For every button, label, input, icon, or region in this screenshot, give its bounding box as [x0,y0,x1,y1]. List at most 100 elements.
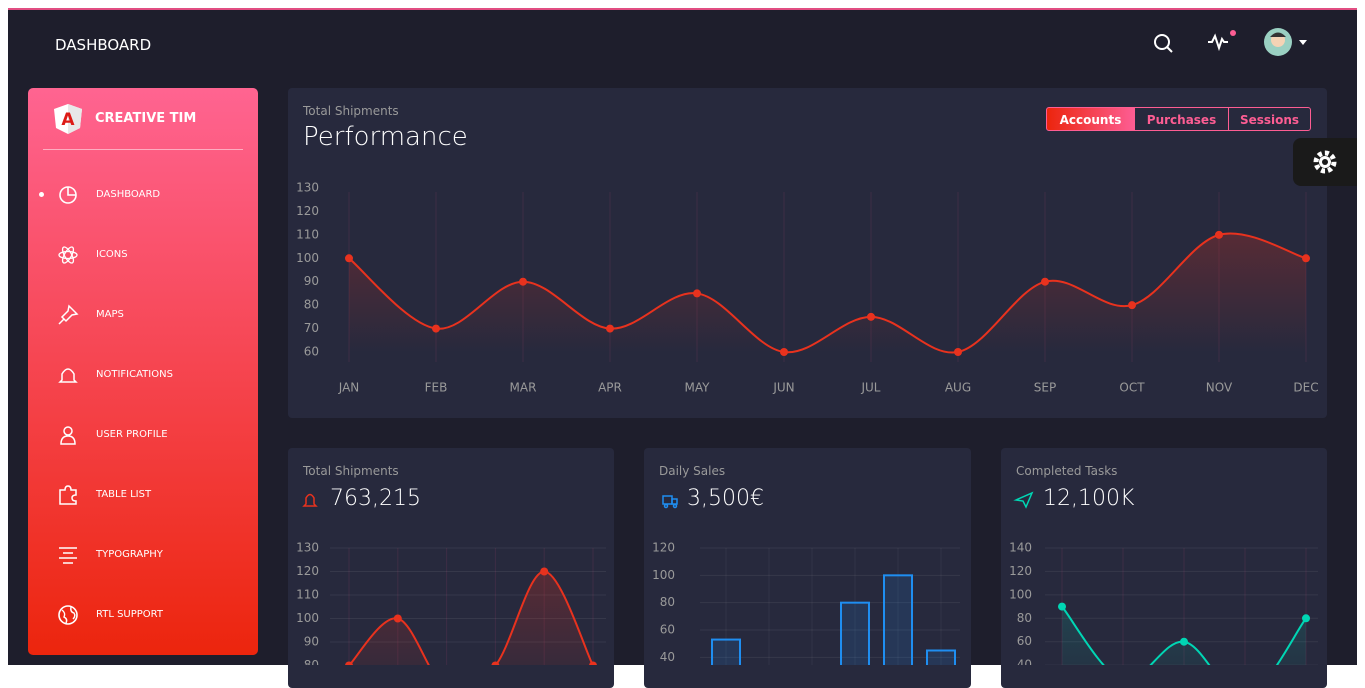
toggle-button[interactable]: Sessions [1228,107,1311,131]
point [519,277,527,286]
area [349,233,1306,353]
point [1215,230,1223,239]
y-tick-label: 60 [1017,634,1032,648]
nav-item[interactable]: RTL SUPPORT [96,609,164,620]
y-tick-label: 120 [296,564,319,578]
page: DASHBOARD A CREATIVE TIM DASHBOARD ICONS M… [8,8,1357,688]
brand-name[interactable]: CREATIVE TIM [95,111,197,126]
avatar[interactable] [1264,28,1307,56]
x-tick-label: JAN [338,381,360,395]
point [540,567,549,576]
nav-icon [58,368,78,383]
nav-icon [59,485,77,505]
nav-icon [58,605,78,625]
bar [883,574,913,665]
performance-card [288,88,1327,418]
y-tick-label: 100 [296,611,319,625]
point [1058,602,1066,611]
y-tick-label: 40 [660,650,675,664]
x-tick-label: OCT [1119,381,1145,395]
nav-icon [59,547,77,564]
x-tick-label: FEB [425,381,448,395]
nav-icon [60,426,76,445]
divider [43,149,243,150]
card-title: 12,100K [1043,486,1135,511]
point [1302,614,1310,623]
nav-item[interactable]: DASHBOARD [96,189,161,200]
y-tick-label: 60 [660,623,675,637]
y-tick-label: 100 [652,568,675,582]
y-tick-label: 90 [304,274,319,288]
point [393,614,402,623]
y-tick-label: 130 [296,181,319,195]
svg-text:A: A [61,110,75,130]
card-subtitle: Total Shipments [303,104,399,118]
x-tick-label: JUN [772,381,794,395]
nav-item[interactable]: NOTIFICATIONS [96,369,173,380]
x-tick-label: AUG [945,381,971,395]
x-tick-label: JUL [860,381,880,395]
nav-icon [59,186,77,204]
header-icons [1154,28,1307,56]
y-tick-label: 110 [296,227,319,241]
point [1302,254,1310,263]
bar [840,601,870,665]
point [589,661,597,665]
nav-item[interactable]: MAPS [96,309,124,320]
y-tick-label: 120 [296,204,319,218]
area [349,571,593,665]
point [491,661,500,665]
y-tick-label: 120 [652,541,675,555]
point [1128,301,1136,310]
header-title[interactable]: DASHBOARD [55,36,152,54]
card-title: 763,215 [330,486,421,511]
x-tick-label: NOV [1206,381,1233,395]
y-tick-label: 140 [1009,541,1032,555]
brand-logo: A [54,104,82,134]
x-tick-label: DEC [1293,381,1318,395]
y-tick-label: 80 [304,298,319,312]
active-dot [39,192,44,197]
nav-item[interactable]: ICONS [96,249,128,260]
y-tick-label: 80 [660,595,675,609]
nav-icon [58,246,78,264]
point [345,254,353,263]
x-tick-label: APR [598,381,622,395]
point [1180,637,1188,646]
card-subtitle: Completed Tasks [1016,464,1118,478]
y-tick-label: 60 [304,345,319,359]
nav-item[interactable]: TABLE LIST [96,489,152,500]
y-tick-label: 70 [304,321,319,335]
card-title: Performance [303,122,468,152]
bar [926,649,956,665]
x-tick-label: MAR [510,381,537,395]
y-tick-label: 80 [304,658,319,665]
y-tick-label: 90 [304,635,319,649]
point [693,289,701,298]
point [606,324,614,333]
nav-item[interactable]: USER PROFILE [96,429,168,440]
x-tick-label: MAY [685,381,711,395]
nav-icon [58,304,79,325]
point [954,348,962,356]
sales-card [644,448,971,688]
bar [711,638,741,665]
activity-icon[interactable] [1208,30,1236,52]
tasks-card [1001,448,1327,688]
sidebar: A CREATIVE TIM DASHBOARD ICONS MAPS NOTIFIC… [28,88,258,655]
y-tick-label: 100 [1009,587,1032,601]
point [780,348,788,356]
search-icon[interactable] [1154,34,1173,53]
y-tick-label: 80 [1017,611,1032,625]
point [345,661,353,665]
point [432,324,440,333]
y-tick-label: 120 [1009,564,1032,578]
card-icons [302,491,1034,509]
y-tick-label: 40 [1017,658,1032,665]
card-subtitle: Total Shipments [303,464,399,478]
y-tick-label: 110 [296,588,319,602]
nav-item[interactable]: TYPOGRAPHY [96,549,163,560]
toggle-button[interactable]: Accounts [1046,107,1135,131]
line [348,232,1307,354]
settings-button[interactable] [1293,138,1357,186]
